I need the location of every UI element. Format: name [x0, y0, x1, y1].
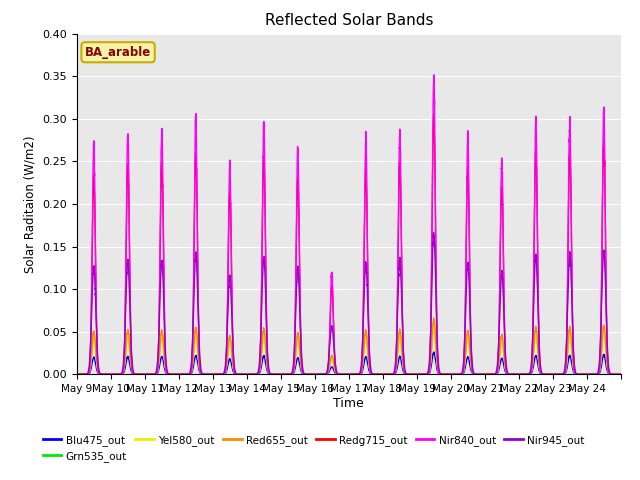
Redg715_out: [398, 291, 406, 297]
X-axis label: Time: Time: [333, 397, 364, 410]
Nir945_out: [73, 372, 81, 377]
Redg715_out: [73, 372, 81, 377]
Red655_out: [369, 372, 377, 377]
Title: Reflected Solar Bands: Reflected Solar Bands: [264, 13, 433, 28]
Redg715_out: [539, 372, 547, 377]
Yel580_out: [186, 372, 193, 377]
Red655_out: [525, 372, 532, 377]
Nir840_out: [539, 372, 547, 377]
Blu475_out: [369, 372, 377, 377]
Nir945_out: [398, 309, 406, 315]
Yel580_out: [539, 372, 547, 377]
Text: BA_arable: BA_arable: [85, 46, 151, 59]
Blu475_out: [525, 372, 532, 377]
Blu475_out: [498, 356, 506, 361]
Nir840_out: [398, 288, 406, 294]
Nir945_out: [311, 372, 319, 377]
Nir840_out: [430, 72, 438, 78]
Nir945_out: [539, 371, 547, 377]
Grn535_out: [430, 318, 438, 324]
Red655_out: [617, 372, 625, 377]
Nir840_out: [186, 372, 193, 377]
Line: Blu475_out: Blu475_out: [77, 352, 621, 374]
Nir945_out: [525, 371, 532, 377]
Yel580_out: [398, 353, 406, 359]
Blu475_out: [430, 349, 438, 355]
Nir840_out: [369, 372, 377, 377]
Red655_out: [539, 372, 547, 377]
Nir945_out: [617, 372, 625, 377]
Nir840_out: [498, 161, 506, 167]
Grn535_out: [525, 372, 532, 377]
Redg715_out: [311, 372, 319, 377]
Redg715_out: [498, 187, 506, 193]
Blu475_out: [186, 372, 193, 377]
Yel580_out: [525, 372, 532, 377]
Red655_out: [498, 332, 506, 338]
Y-axis label: Solar Raditaion (W/m2): Solar Raditaion (W/m2): [24, 135, 36, 273]
Grn535_out: [617, 372, 625, 377]
Line: Yel580_out: Yel580_out: [77, 326, 621, 374]
Blu475_out: [311, 372, 319, 377]
Blu475_out: [617, 372, 625, 377]
Redg715_out: [430, 111, 438, 117]
Nir945_out: [498, 270, 506, 276]
Red655_out: [311, 372, 319, 377]
Line: Grn535_out: Grn535_out: [77, 321, 621, 374]
Legend: Blu475_out, Grn535_out, Yel580_out, Red655_out, Redg715_out, Nir840_out, Nir945_: Blu475_out, Grn535_out, Yel580_out, Red6…: [38, 431, 589, 466]
Grn535_out: [369, 372, 377, 377]
Grn535_out: [73, 372, 81, 377]
Redg715_out: [617, 372, 625, 377]
Blu475_out: [539, 372, 547, 377]
Nir945_out: [186, 371, 193, 376]
Redg715_out: [525, 372, 532, 377]
Red655_out: [186, 372, 193, 377]
Blu475_out: [73, 372, 81, 377]
Nir840_out: [525, 372, 532, 377]
Line: Nir945_out: Nir945_out: [77, 233, 621, 374]
Line: Red655_out: Red655_out: [77, 318, 621, 374]
Line: Nir840_out: Nir840_out: [77, 75, 621, 374]
Nir840_out: [73, 372, 81, 377]
Yel580_out: [73, 372, 81, 377]
Redg715_out: [186, 372, 193, 377]
Nir945_out: [369, 371, 377, 377]
Grn535_out: [539, 372, 547, 377]
Blu475_out: [398, 363, 406, 369]
Yel580_out: [617, 372, 625, 377]
Nir840_out: [311, 372, 319, 377]
Red655_out: [73, 372, 81, 377]
Yel580_out: [369, 372, 377, 377]
Grn535_out: [398, 351, 406, 357]
Grn535_out: [311, 372, 319, 377]
Grn535_out: [186, 372, 193, 377]
Nir945_out: [430, 230, 438, 236]
Red655_out: [430, 315, 438, 321]
Yel580_out: [430, 323, 438, 329]
Yel580_out: [498, 337, 506, 343]
Grn535_out: [498, 335, 506, 340]
Red655_out: [398, 349, 406, 355]
Nir840_out: [617, 372, 625, 377]
Redg715_out: [369, 372, 377, 377]
Line: Redg715_out: Redg715_out: [77, 114, 621, 374]
Yel580_out: [311, 372, 319, 377]
